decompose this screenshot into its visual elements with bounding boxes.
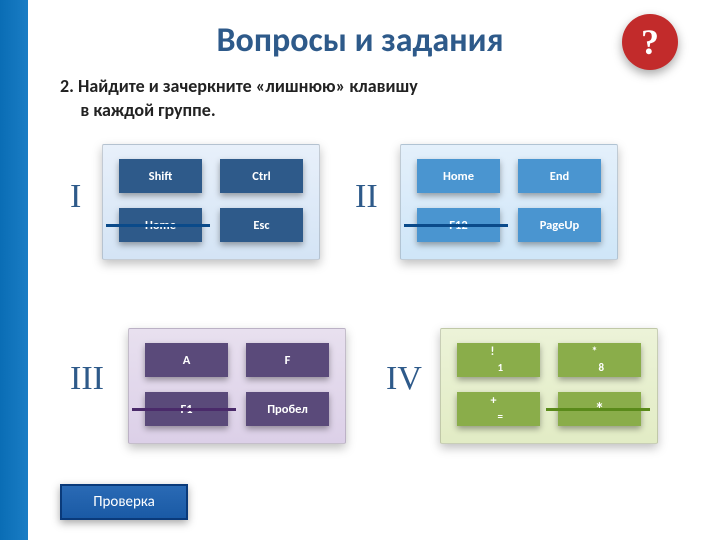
roman-4: IV bbox=[386, 360, 422, 398]
roman-3: III bbox=[70, 360, 104, 398]
key-home-2[interactable]: Home bbox=[417, 159, 500, 193]
page-title: Вопросы и задания bbox=[0, 20, 720, 61]
roman-2: II bbox=[355, 178, 378, 216]
group-panel-1: Shift Ctrl Home Esc bbox=[102, 144, 320, 260]
key-space[interactable]: Пробел bbox=[246, 392, 329, 426]
strike-4 bbox=[546, 408, 650, 411]
key-pageup[interactable]: PageUp bbox=[518, 208, 601, 242]
key-a[interactable]: A bbox=[145, 343, 228, 377]
strike-2 bbox=[404, 224, 508, 227]
key-f[interactable]: F bbox=[246, 343, 329, 377]
check-button[interactable]: Проверка bbox=[60, 484, 188, 520]
task-text: 2. Найдите и зачеркните «лишнюю» клавишу… bbox=[60, 74, 418, 123]
group-panel-3: A F F1 Пробел bbox=[128, 328, 346, 444]
left-accent-bar bbox=[0, 0, 28, 540]
key-end[interactable]: End bbox=[518, 159, 601, 193]
group-panel-4: !1 *8 += * bbox=[440, 328, 658, 444]
key-star-8[interactable]: *8 bbox=[558, 343, 641, 377]
key-esc[interactable]: Esc bbox=[220, 208, 303, 242]
help-icon: ? bbox=[641, 21, 659, 63]
help-button[interactable]: ? bbox=[622, 14, 678, 70]
key-shift[interactable]: Shift bbox=[119, 159, 202, 193]
group-panel-2: Home End F12 PageUp bbox=[400, 144, 618, 260]
key-plus-eq[interactable]: += bbox=[457, 392, 540, 426]
roman-1: I bbox=[70, 178, 81, 216]
strike-1 bbox=[106, 224, 210, 227]
key-exclaim-1[interactable]: !1 bbox=[457, 343, 540, 377]
key-ctrl[interactable]: Ctrl bbox=[220, 159, 303, 193]
strike-3 bbox=[132, 408, 236, 411]
